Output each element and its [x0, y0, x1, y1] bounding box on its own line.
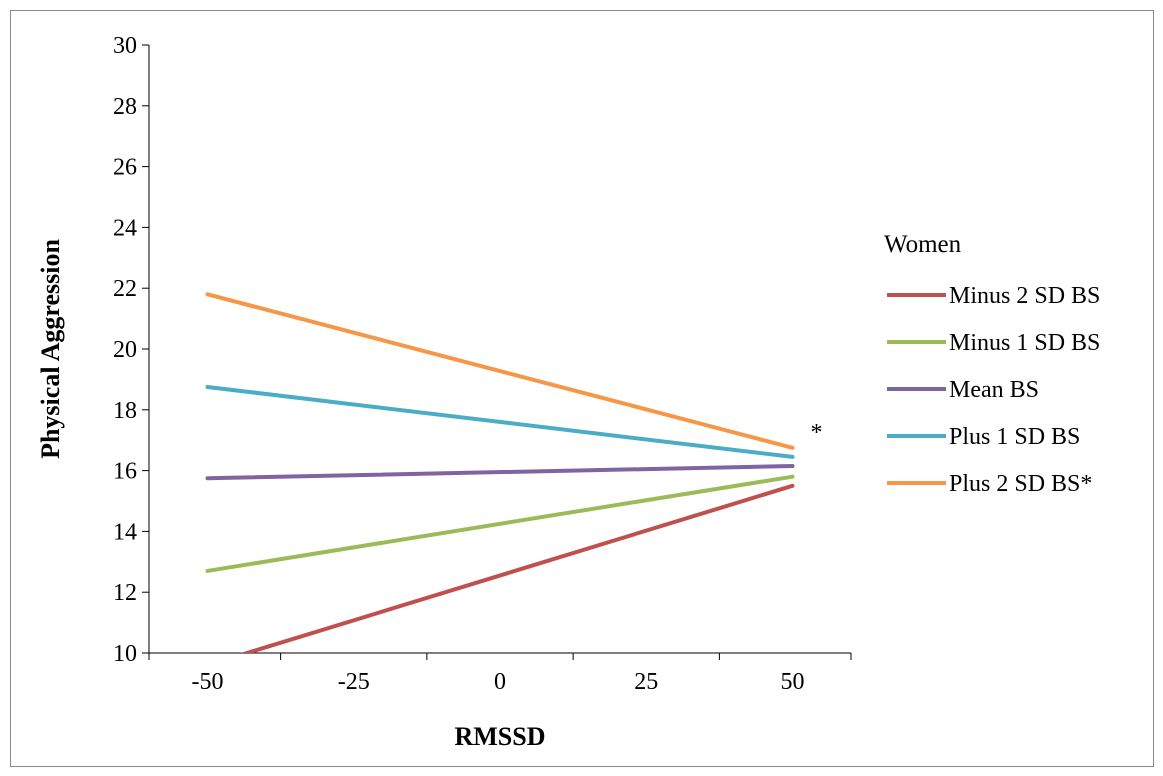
series-line-3	[205, 464, 795, 481]
legend-label: Plus 2 SD BS*	[949, 471, 1092, 497]
x-axis: -50 -25 0 25 50	[148, 652, 852, 695]
line-chart: 10 12 14 16 18 20 22 24 26 28 30 -50 -25 0 25 50 Physi…	[36, 33, 1100, 751]
x-tick-label: 25	[634, 669, 658, 695]
x-tick-label: -50	[192, 669, 224, 695]
y-tick-label: 14	[113, 519, 137, 545]
x-tick-label: -25	[338, 669, 370, 695]
y-tick-label: 18	[113, 398, 137, 424]
y-tick-label: 12	[113, 580, 137, 606]
series-line-4	[205, 385, 795, 459]
y-tick-label: 20	[113, 337, 137, 363]
legend-title: Women	[884, 231, 962, 258]
series-line-5	[205, 292, 795, 450]
series-layer	[205, 292, 795, 653]
y-tick-label: 26	[113, 155, 137, 181]
series-line-2	[205, 474, 795, 573]
y-tick-label: 24	[113, 215, 137, 241]
x-tick-label: 0	[494, 669, 506, 695]
series-line-1	[240, 483, 795, 653]
legend-label: Minus 1 SD BS	[949, 330, 1100, 356]
y-tick-label: 16	[113, 459, 137, 485]
legend-label: Plus 1 SD BS	[949, 424, 1080, 450]
legend: Women Minus 2 SD BS Minus 1 SD BS Mean BS P…	[884, 231, 1100, 497]
y-tick-label: 22	[113, 276, 137, 302]
chart-frame: 10 12 14 16 18 20 22 24 26 28 30 -50 -25 0 25 50 Physi…	[10, 10, 1154, 767]
y-tick-label: 10	[113, 641, 137, 667]
x-tick-label: 50	[781, 669, 805, 695]
y-axis-title: Physical Aggression	[36, 239, 65, 459]
y-tick-label: 30	[113, 33, 137, 59]
legend-label: Mean BS	[949, 377, 1039, 403]
significance-annotation: *	[811, 420, 823, 446]
y-axis: 10 12 14 16 18 20 22 24 26 28 30	[113, 33, 150, 667]
x-axis-title: RMSSD	[454, 722, 545, 751]
y-tick-label: 28	[113, 94, 137, 120]
legend-label: Minus 2 SD BS	[949, 283, 1100, 309]
